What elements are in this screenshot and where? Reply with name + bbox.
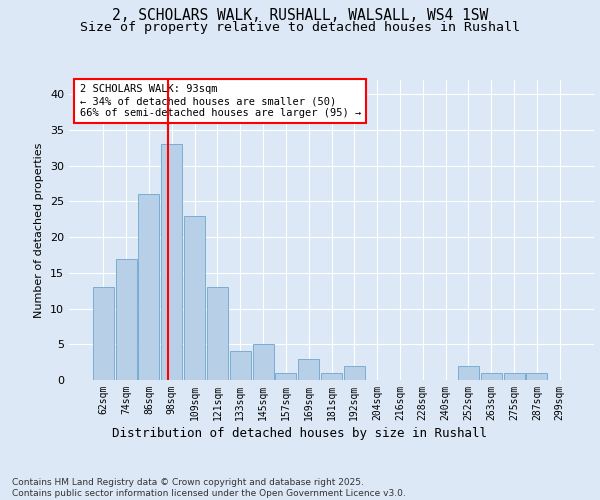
- Bar: [321, 373, 342, 380]
- Bar: [139, 194, 160, 380]
- Bar: [207, 287, 228, 380]
- Bar: [344, 366, 365, 380]
- Bar: [526, 373, 547, 380]
- Bar: [458, 366, 479, 380]
- Bar: [275, 373, 296, 380]
- Text: Distribution of detached houses by size in Rushall: Distribution of detached houses by size …: [113, 428, 487, 440]
- Text: Size of property relative to detached houses in Rushall: Size of property relative to detached ho…: [80, 21, 520, 34]
- Y-axis label: Number of detached properties: Number of detached properties: [34, 142, 44, 318]
- Bar: [184, 216, 205, 380]
- Bar: [298, 358, 319, 380]
- Bar: [161, 144, 182, 380]
- Text: 2 SCHOLARS WALK: 93sqm
← 34% of detached houses are smaller (50)
66% of semi-det: 2 SCHOLARS WALK: 93sqm ← 34% of detached…: [79, 84, 361, 117]
- Text: Contains HM Land Registry data © Crown copyright and database right 2025.
Contai: Contains HM Land Registry data © Crown c…: [12, 478, 406, 498]
- Bar: [503, 373, 524, 380]
- Bar: [93, 287, 114, 380]
- Bar: [481, 373, 502, 380]
- Bar: [253, 344, 274, 380]
- Bar: [230, 352, 251, 380]
- Text: 2, SCHOLARS WALK, RUSHALL, WALSALL, WS4 1SW: 2, SCHOLARS WALK, RUSHALL, WALSALL, WS4 …: [112, 8, 488, 22]
- Bar: [116, 258, 137, 380]
